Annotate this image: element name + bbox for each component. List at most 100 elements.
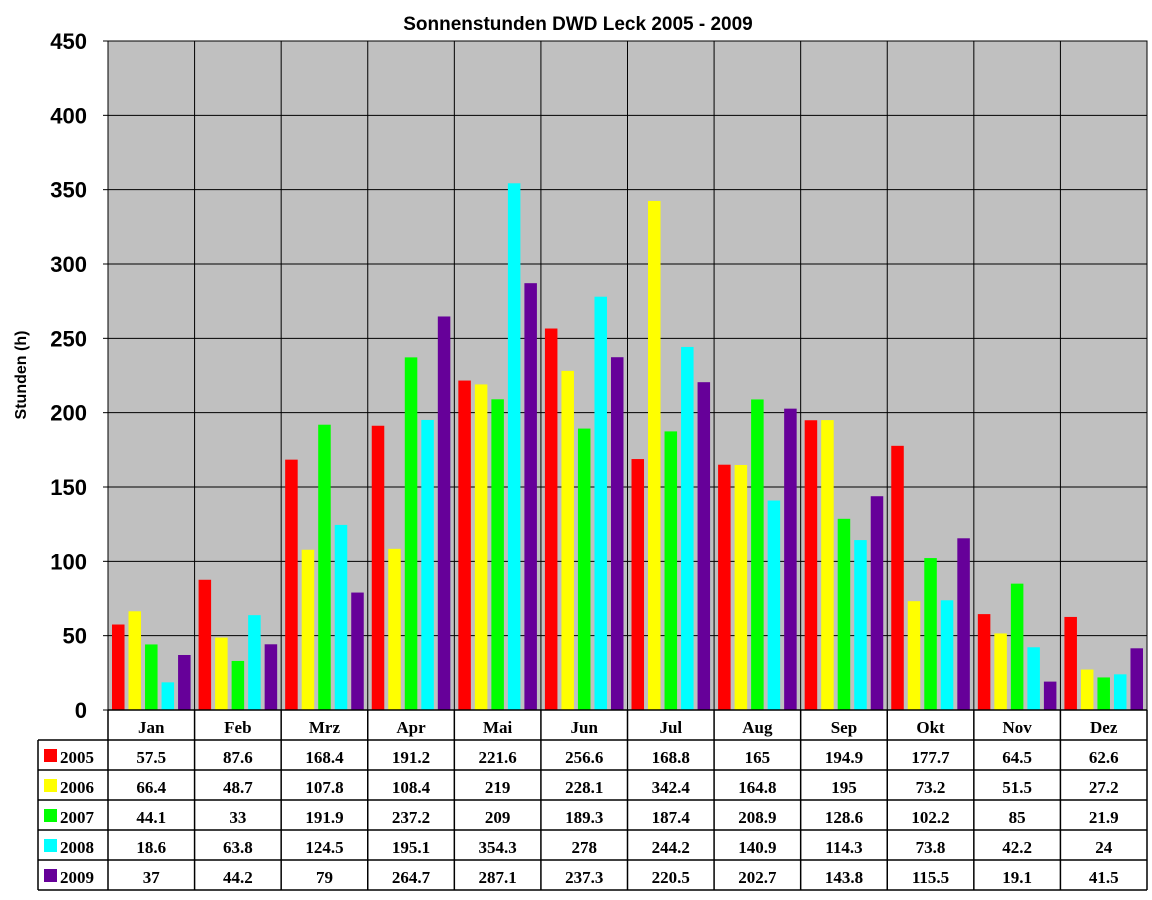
data-label: 168.4: [305, 748, 344, 767]
bar-2009-Jun: [610, 357, 624, 710]
bar-2005-Apr: [371, 425, 385, 710]
bar-2007-Jun: [577, 428, 591, 710]
data-label: 208.9: [738, 808, 776, 827]
data-label: 42.2: [1002, 838, 1032, 857]
bar-2008-Jan: [161, 682, 175, 710]
data-label: 73.2: [916, 778, 946, 797]
bar-2005-Mrz: [285, 459, 298, 710]
data-table: Jan Feb Mrz Apr Mai Jun Jul Aug Sep Okt Nov Dez 2005…: [37, 709, 1148, 891]
data-label: 165: [745, 748, 771, 767]
data-label: 27.2: [1089, 778, 1119, 797]
bar-2005-Jan: [112, 624, 125, 710]
bar-2008-Mrz: [334, 524, 348, 710]
x-tick-label: Sep: [831, 718, 857, 737]
bar-2009-Jan: [178, 654, 191, 710]
x-tick-label: Okt: [916, 718, 945, 737]
bar-2009-Sep: [870, 496, 884, 710]
legend-label: 2007: [60, 808, 95, 827]
bar-2005-Mai: [458, 380, 471, 710]
y-tick-label: 300: [50, 252, 87, 277]
data-label: 202.7: [738, 868, 777, 887]
data-label: 244.2: [652, 838, 690, 857]
bar-2008-Aug: [767, 500, 781, 710]
bar-2007-Jul: [664, 431, 678, 710]
x-tick-label: Jul: [659, 718, 682, 737]
y-tick-label: 450: [50, 29, 87, 54]
data-label: 115.5: [912, 868, 949, 887]
bar-2006-Nov: [994, 633, 1007, 710]
data-label: 195.1: [392, 838, 430, 857]
y-tick-label: 50: [63, 624, 87, 649]
bar-2009-Nov: [1043, 681, 1057, 710]
bar-2006-Dez: [1080, 669, 1094, 710]
data-label: 19.1: [1002, 868, 1032, 887]
data-label: 195: [831, 778, 857, 797]
legend-swatch-2009: [44, 869, 57, 882]
y-tick-label: 350: [50, 178, 87, 203]
data-label: 63.8: [223, 838, 253, 857]
bar-2006-Apr: [388, 548, 401, 710]
bar-2005-Jun: [544, 328, 558, 710]
data-label: 194.9: [825, 748, 863, 767]
data-label: 237.3: [565, 868, 603, 887]
bar-2006-Aug: [734, 464, 748, 710]
bar-2007-Aug: [751, 399, 764, 710]
data-label: 187.4: [652, 808, 691, 827]
data-label: 287.1: [479, 868, 517, 887]
bar-2008-Apr: [421, 419, 434, 710]
data-label: 33: [229, 808, 246, 827]
data-label: 124.5: [305, 838, 343, 857]
bar-2007-Sep: [837, 518, 851, 710]
bar-2008-Jul: [681, 346, 694, 710]
legend-swatch-2007: [44, 809, 57, 822]
data-label: 354.3: [479, 838, 517, 857]
legend-label: 2008: [60, 838, 94, 857]
bar-2006-Jun: [561, 370, 574, 710]
data-label: 140.9: [738, 838, 776, 857]
bar-2008-Sep: [854, 540, 867, 710]
bar-2007-Jan: [145, 644, 158, 710]
legend-label: 2009: [60, 868, 94, 887]
data-label: 48.7: [223, 778, 253, 797]
bar-2007-Apr: [404, 357, 418, 710]
bar-2007-Dez: [1097, 677, 1110, 710]
x-tick-label: Jun: [570, 718, 598, 737]
y-tick-label: 400: [50, 103, 87, 128]
y-tick-label: 150: [50, 475, 87, 500]
data-label: 51.5: [1002, 778, 1032, 797]
data-label: 128.6: [825, 808, 863, 827]
bar-2008-Nov: [1027, 647, 1040, 710]
data-label: 191.2: [392, 748, 430, 767]
data-label: 18.6: [136, 838, 166, 857]
data-label: 44.1: [136, 808, 166, 827]
bar-2008-Mai: [507, 183, 521, 711]
x-tick-label: Mrz: [309, 718, 341, 737]
bar-2007-Okt: [924, 558, 937, 710]
data-label: 57.5: [136, 748, 166, 767]
legend-label: 2006: [60, 778, 94, 797]
data-label: 21.9: [1089, 808, 1119, 827]
data-label: 168.8: [652, 748, 690, 767]
bar-2006-Mai: [474, 384, 488, 710]
data-label: 79: [316, 868, 333, 887]
bar-2006-Jul: [648, 200, 661, 710]
data-label: 37: [143, 868, 161, 887]
bar-2006-Okt: [907, 601, 921, 710]
data-label: 73.8: [916, 838, 946, 857]
bar-2005-Dez: [1064, 616, 1077, 710]
bar-2006-Jan: [128, 611, 142, 710]
legend-swatch-2005: [44, 749, 57, 762]
data-label: 237.2: [392, 808, 430, 827]
bar-2007-Mrz: [318, 424, 331, 710]
bars: [112, 183, 1143, 711]
bar-2006-Feb: [215, 637, 228, 710]
y-axis-label: Stunden (h): [13, 331, 30, 420]
y-tick-label: 200: [50, 401, 87, 426]
x-tick-label: Nov: [1002, 718, 1032, 737]
legend-swatch-2008: [44, 839, 57, 852]
data-label: 189.3: [565, 808, 603, 827]
data-label: 221.6: [479, 748, 517, 767]
bar-2007-Feb: [231, 660, 245, 710]
data-label: 256.6: [565, 748, 603, 767]
